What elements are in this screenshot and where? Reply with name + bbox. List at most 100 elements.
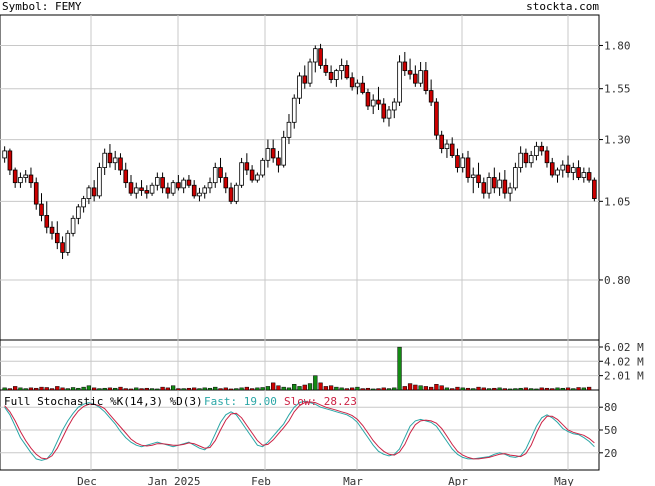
candle-body <box>128 182 134 194</box>
candle-body <box>586 172 592 181</box>
candle-body <box>455 155 460 168</box>
candle <box>444 139 450 158</box>
volume-bar <box>407 383 413 391</box>
candle <box>365 88 371 110</box>
candle <box>334 68 339 87</box>
candle <box>402 51 408 76</box>
stochastic-lines <box>4 400 595 461</box>
candle <box>381 98 387 123</box>
volume-bar <box>439 385 444 391</box>
candle-body <box>186 179 192 186</box>
candle <box>218 157 223 183</box>
candle-body <box>428 90 434 103</box>
volume-tick-label: 2.01 M <box>604 370 644 383</box>
candle <box>176 175 181 191</box>
volume-bar <box>497 387 502 391</box>
volume-bar <box>318 382 323 391</box>
candle-body <box>39 203 44 216</box>
candle-body <box>544 150 550 164</box>
volume-bar <box>529 388 534 391</box>
candle-body <box>86 187 92 199</box>
candle <box>470 167 476 194</box>
candle-body <box>539 145 545 152</box>
candle <box>576 160 581 181</box>
volume-bar <box>518 387 523 391</box>
volume-bar <box>486 388 492 391</box>
candle <box>44 201 50 234</box>
candle-body <box>49 226 55 234</box>
candle <box>386 106 392 127</box>
candle <box>318 43 323 69</box>
candle <box>23 170 28 183</box>
candle <box>539 141 545 156</box>
candle-body <box>33 182 39 205</box>
candle-body <box>470 174 476 178</box>
candle-body <box>507 187 513 194</box>
candle-body <box>376 99 381 105</box>
volume-bar <box>165 387 171 391</box>
volume-bar <box>60 387 65 391</box>
candle <box>449 137 455 158</box>
candle-body <box>202 187 208 194</box>
volume-bar <box>339 387 344 391</box>
volume-bar <box>123 388 128 391</box>
candle <box>360 75 365 95</box>
candle-body <box>107 152 113 164</box>
candle <box>239 157 244 188</box>
candle-body <box>581 172 587 178</box>
candle-body <box>212 167 218 184</box>
candle-body <box>133 187 139 194</box>
candle <box>544 146 550 168</box>
candle-body <box>486 177 492 194</box>
candle <box>97 162 102 199</box>
candle-body <box>207 182 213 189</box>
volume-bar <box>118 386 123 391</box>
volume-bar <box>428 386 434 391</box>
volume-bar <box>523 387 529 391</box>
volume-bar <box>92 387 97 391</box>
candle <box>265 139 271 168</box>
volume-bar <box>176 388 181 391</box>
candle <box>507 182 513 202</box>
candle-body <box>465 157 471 178</box>
volume-bar <box>213 386 218 391</box>
candle <box>197 187 202 202</box>
volume-bar <box>502 388 507 391</box>
candle <box>555 167 560 183</box>
candle <box>291 94 297 129</box>
volume-bar <box>576 387 581 391</box>
candle-body <box>391 101 397 111</box>
volume-bar <box>297 386 302 391</box>
volume-bar <box>323 386 328 391</box>
volume-bar <box>334 386 339 391</box>
volume-bar <box>371 388 376 391</box>
volume-bar <box>450 388 455 391</box>
candle <box>244 153 250 176</box>
brand-link[interactable]: stockta.com <box>526 0 599 13</box>
volume-bar <box>534 388 539 391</box>
volume-bar <box>18 387 23 391</box>
candle <box>339 58 344 80</box>
volume-bar <box>260 387 265 391</box>
candle-body <box>23 174 28 178</box>
candle-body <box>418 70 423 84</box>
candle-body <box>571 167 576 173</box>
candle <box>181 177 186 194</box>
candle-body <box>91 187 97 197</box>
price-panel-frame <box>0 14 600 341</box>
candle-body <box>276 157 281 166</box>
candle-body <box>160 177 165 189</box>
price-tick-label: 1.55 <box>604 83 631 96</box>
volume-bar <box>113 387 118 391</box>
candle-body <box>234 184 239 202</box>
volume-bar <box>7 388 13 391</box>
candle <box>65 230 71 256</box>
candle-body <box>60 242 65 253</box>
candle-body <box>281 136 286 166</box>
volume-bar <box>170 385 176 391</box>
candle <box>276 150 281 173</box>
volume-bar <box>313 375 318 391</box>
volume-bar <box>2 387 7 391</box>
volume-bar <box>423 386 429 391</box>
candle <box>465 150 471 183</box>
